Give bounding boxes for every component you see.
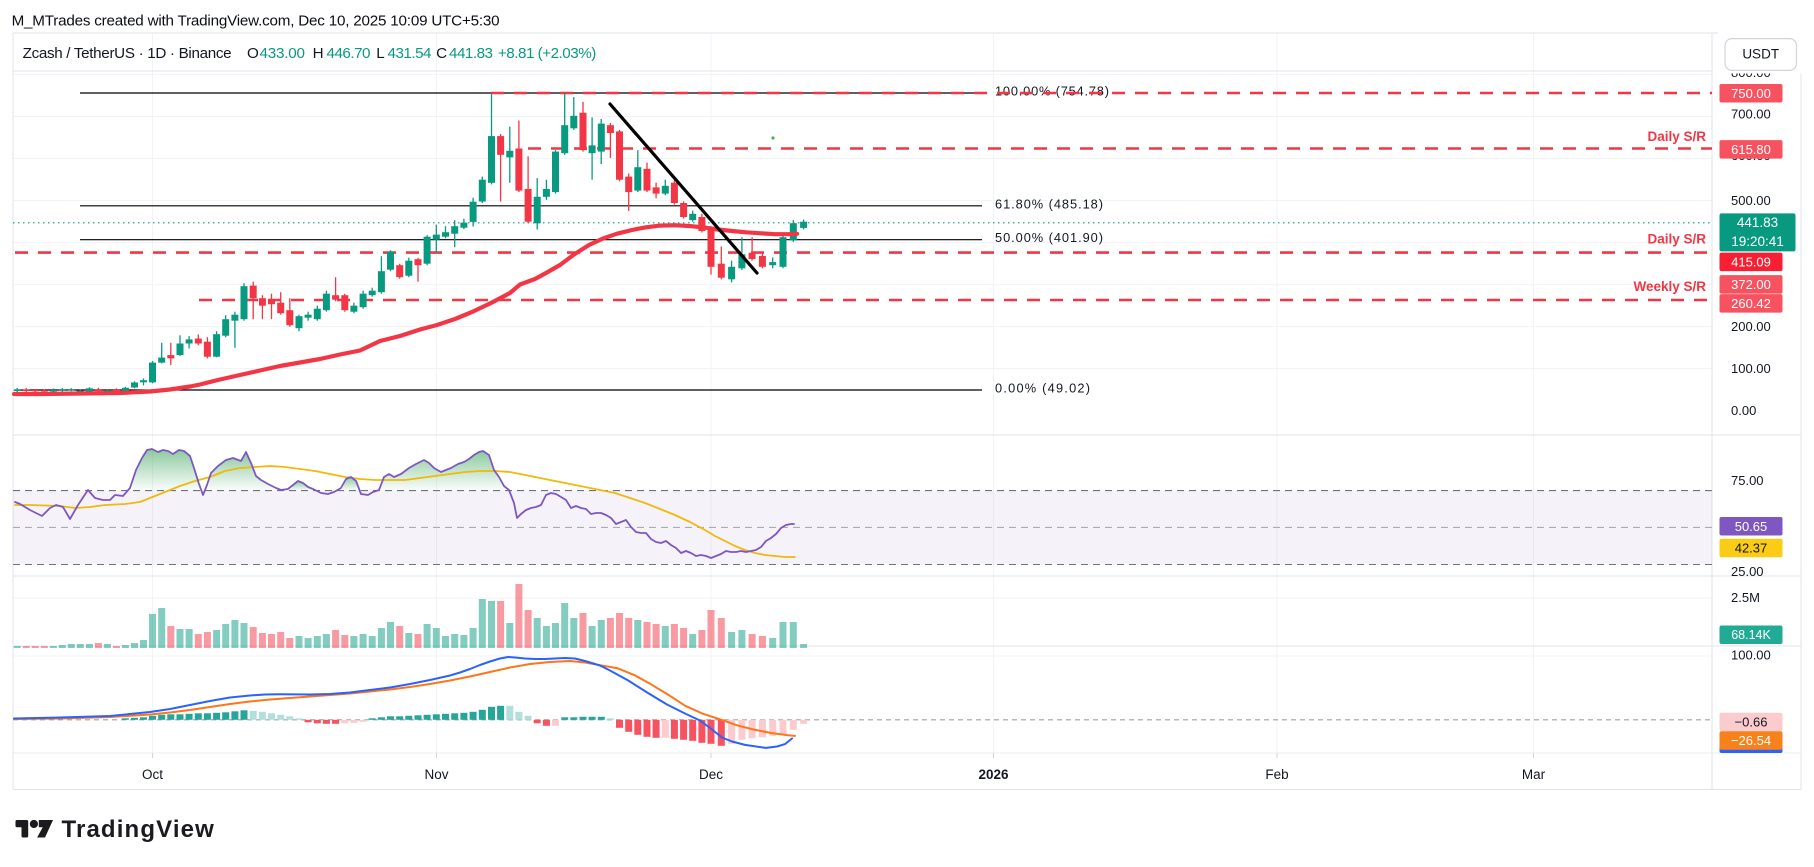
svg-text:446.70: 446.70 [327, 45, 371, 62]
svg-text:19:20:41: 19:20:41 [1731, 234, 1784, 249]
svg-text:50.65: 50.65 [1735, 519, 1768, 534]
svg-text:L: L [376, 45, 384, 62]
svg-text:75.00: 75.00 [1731, 473, 1764, 488]
svg-text:50.00% (401.90): 50.00% (401.90) [995, 230, 1103, 245]
svg-text:H: H [313, 45, 324, 62]
svg-text:Oct: Oct [142, 767, 163, 782]
svg-text:431.54: 431.54 [388, 45, 432, 62]
svg-text:260.42: 260.42 [1731, 296, 1771, 311]
svg-text:372.00: 372.00 [1731, 277, 1771, 292]
svg-text:61.80% (485.18): 61.80% (485.18) [995, 196, 1103, 211]
svg-text:−0.66: −0.66 [1735, 715, 1768, 730]
svg-text:200.00: 200.00 [1731, 319, 1771, 334]
svg-text:500.00: 500.00 [1731, 193, 1771, 208]
svg-text:Daily S/R: Daily S/R [1647, 232, 1706, 247]
svg-text:Feb: Feb [1265, 767, 1288, 782]
svg-text:+8.81 (+2.03%): +8.81 (+2.03%) [498, 45, 596, 62]
svg-text:Daily S/R: Daily S/R [1647, 129, 1706, 144]
svg-text:700.00: 700.00 [1731, 107, 1771, 122]
svg-text:100.00: 100.00 [1731, 361, 1771, 376]
svg-text:0.00: 0.00 [1731, 403, 1756, 418]
svg-text:−26.54: −26.54 [1731, 733, 1771, 748]
svg-text:415.09: 415.09 [1731, 254, 1771, 269]
svg-text:Weekly S/R: Weekly S/R [1633, 279, 1706, 294]
svg-text:100.00: 100.00 [1731, 648, 1771, 663]
svg-text:25.00: 25.00 [1731, 564, 1764, 579]
svg-text:433.00: 433.00 [260, 45, 306, 62]
svg-text:Zcash / TetherUS · 1D · Binanc: Zcash / TetherUS · 1D · Binance [23, 45, 232, 62]
svg-text:Dec: Dec [699, 767, 723, 782]
svg-text:100.00% (754.78): 100.00% (754.78) [995, 84, 1109, 99]
svg-text:750.00: 750.00 [1731, 86, 1771, 101]
svg-text:2.5M: 2.5M [1731, 590, 1760, 605]
svg-text:615.80: 615.80 [1731, 142, 1771, 157]
svg-text:O: O [247, 45, 259, 62]
svg-text:2026: 2026 [978, 767, 1009, 782]
svg-text:68.14K: 68.14K [1731, 628, 1771, 642]
svg-text:M_MTrades created with Trading: M_MTrades created with TradingView.com, … [12, 13, 500, 30]
svg-text:42.37: 42.37 [1735, 541, 1768, 556]
svg-text:TradingView: TradingView [62, 816, 215, 843]
svg-text:USDT: USDT [1742, 46, 1779, 61]
svg-text:Nov: Nov [424, 767, 448, 782]
svg-text:441.83: 441.83 [449, 45, 493, 62]
svg-text:0.00% (49.02): 0.00% (49.02) [995, 381, 1090, 396]
svg-text:Mar: Mar [1522, 767, 1546, 782]
svg-text:C: C [436, 45, 447, 62]
svg-text:441.83: 441.83 [1737, 215, 1778, 230]
